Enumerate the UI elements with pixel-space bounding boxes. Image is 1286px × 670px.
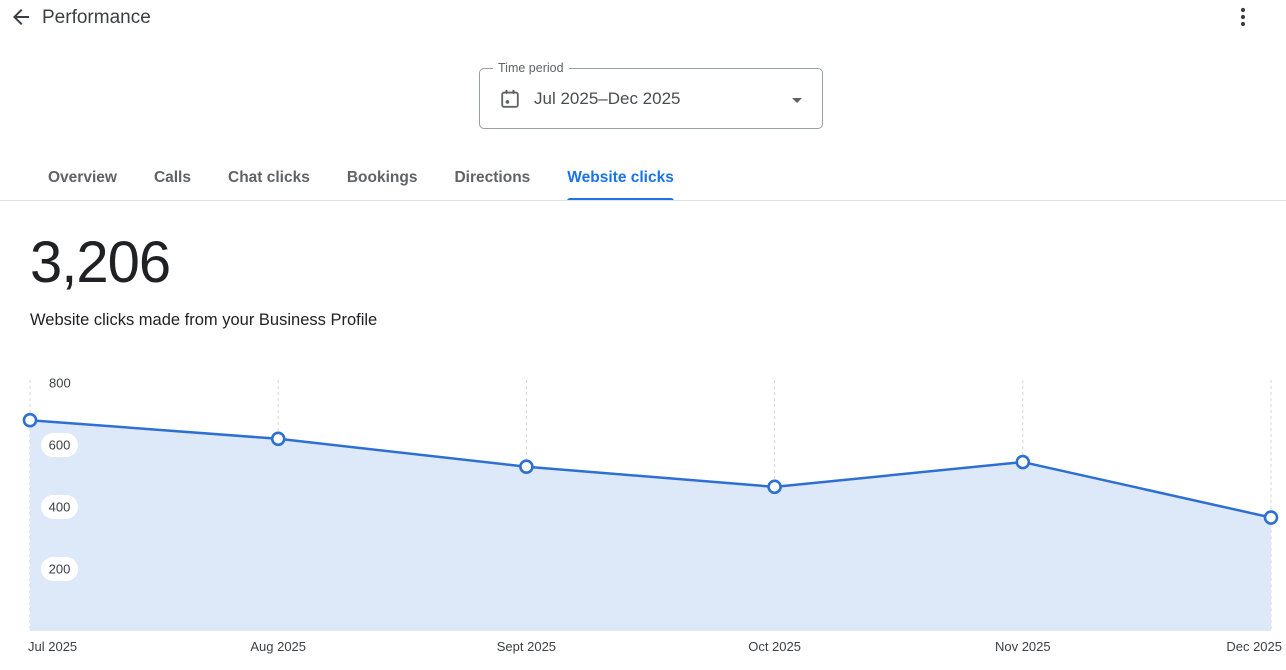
tab-overview[interactable]: Overview [48, 155, 117, 201]
x-tick-label: Aug 2025 [250, 639, 306, 654]
tab-label: Directions [454, 169, 531, 186]
y-tick-pill [41, 557, 78, 581]
data-line [28, 418, 1273, 519]
tab-website-clicks[interactable]: Website clicks [567, 155, 674, 201]
area-chart-svg: 800 600 400 200 Jul 2025 Aug 2025 Sept 2025 Oct… [22, 376, 1282, 654]
dropdown-arrow-icon [785, 88, 809, 112]
y-tick-label: 200 [49, 562, 71, 577]
tab-calls[interactable]: Calls [154, 155, 191, 201]
y-tick-label: 600 [49, 438, 71, 453]
y-tick-pill [41, 433, 78, 457]
x-tick-label: Nov 2025 [995, 639, 1051, 654]
tab-label: Chat clicks [228, 169, 310, 186]
x-tick-label: Sept 2025 [497, 639, 556, 654]
y-tick-pill [41, 495, 78, 519]
y-tick-label: 800 [49, 376, 71, 391]
active-tab-underline [567, 198, 674, 201]
kebab-menu-icon [1231, 5, 1255, 34]
data-point [767, 479, 782, 495]
tab-label: Overview [48, 169, 117, 186]
tab-bookings[interactable]: Bookings [347, 155, 418, 201]
time-period-select[interactable]: Time period Jul 2025–Dec 2025 [479, 61, 823, 129]
x-tick-label: Dec 2025 [1226, 639, 1282, 654]
tab-label: Bookings [346, 169, 418, 186]
tab-directions[interactable]: Directions [454, 155, 530, 201]
calendar-icon [499, 88, 521, 110]
metric-total: 3,206 [30, 230, 171, 295]
tabs-divider [0, 200, 1286, 201]
metric-description: Website clicks made from your Business P… [30, 311, 378, 329]
tab-label: Calls [153, 169, 191, 186]
arrow-left-icon [9, 5, 33, 34]
time-period-value: Jul 2025–Dec 2025 [534, 88, 681, 108]
tab-label: Website clicks [567, 169, 674, 186]
data-point [519, 459, 534, 474]
x-tick-label: Jul 2025 [28, 639, 77, 654]
tab-chat-clicks[interactable]: Chat clicks [228, 155, 310, 201]
clicks-chart[interactable]: 800 600 400 200 Jul 2025 Aug 2025 Sept 2025 Oct… [0, 360, 1286, 655]
x-tick-label: Oct 2025 [748, 639, 801, 654]
y-tick-label: 400 [49, 500, 71, 515]
data-point [22, 412, 38, 428]
page-title: Performance [42, 7, 151, 28]
more-options-button[interactable] [1230, 6, 1256, 32]
data-point [270, 431, 286, 447]
area-fill [30, 420, 1271, 631]
tab-bar: Overview Calls Chat clicks Bookings Dire… [48, 155, 674, 201]
back-button[interactable] [8, 6, 34, 32]
data-point [1263, 510, 1279, 525]
time-period-label: Time period [493, 61, 569, 76]
data-point [1015, 454, 1031, 470]
